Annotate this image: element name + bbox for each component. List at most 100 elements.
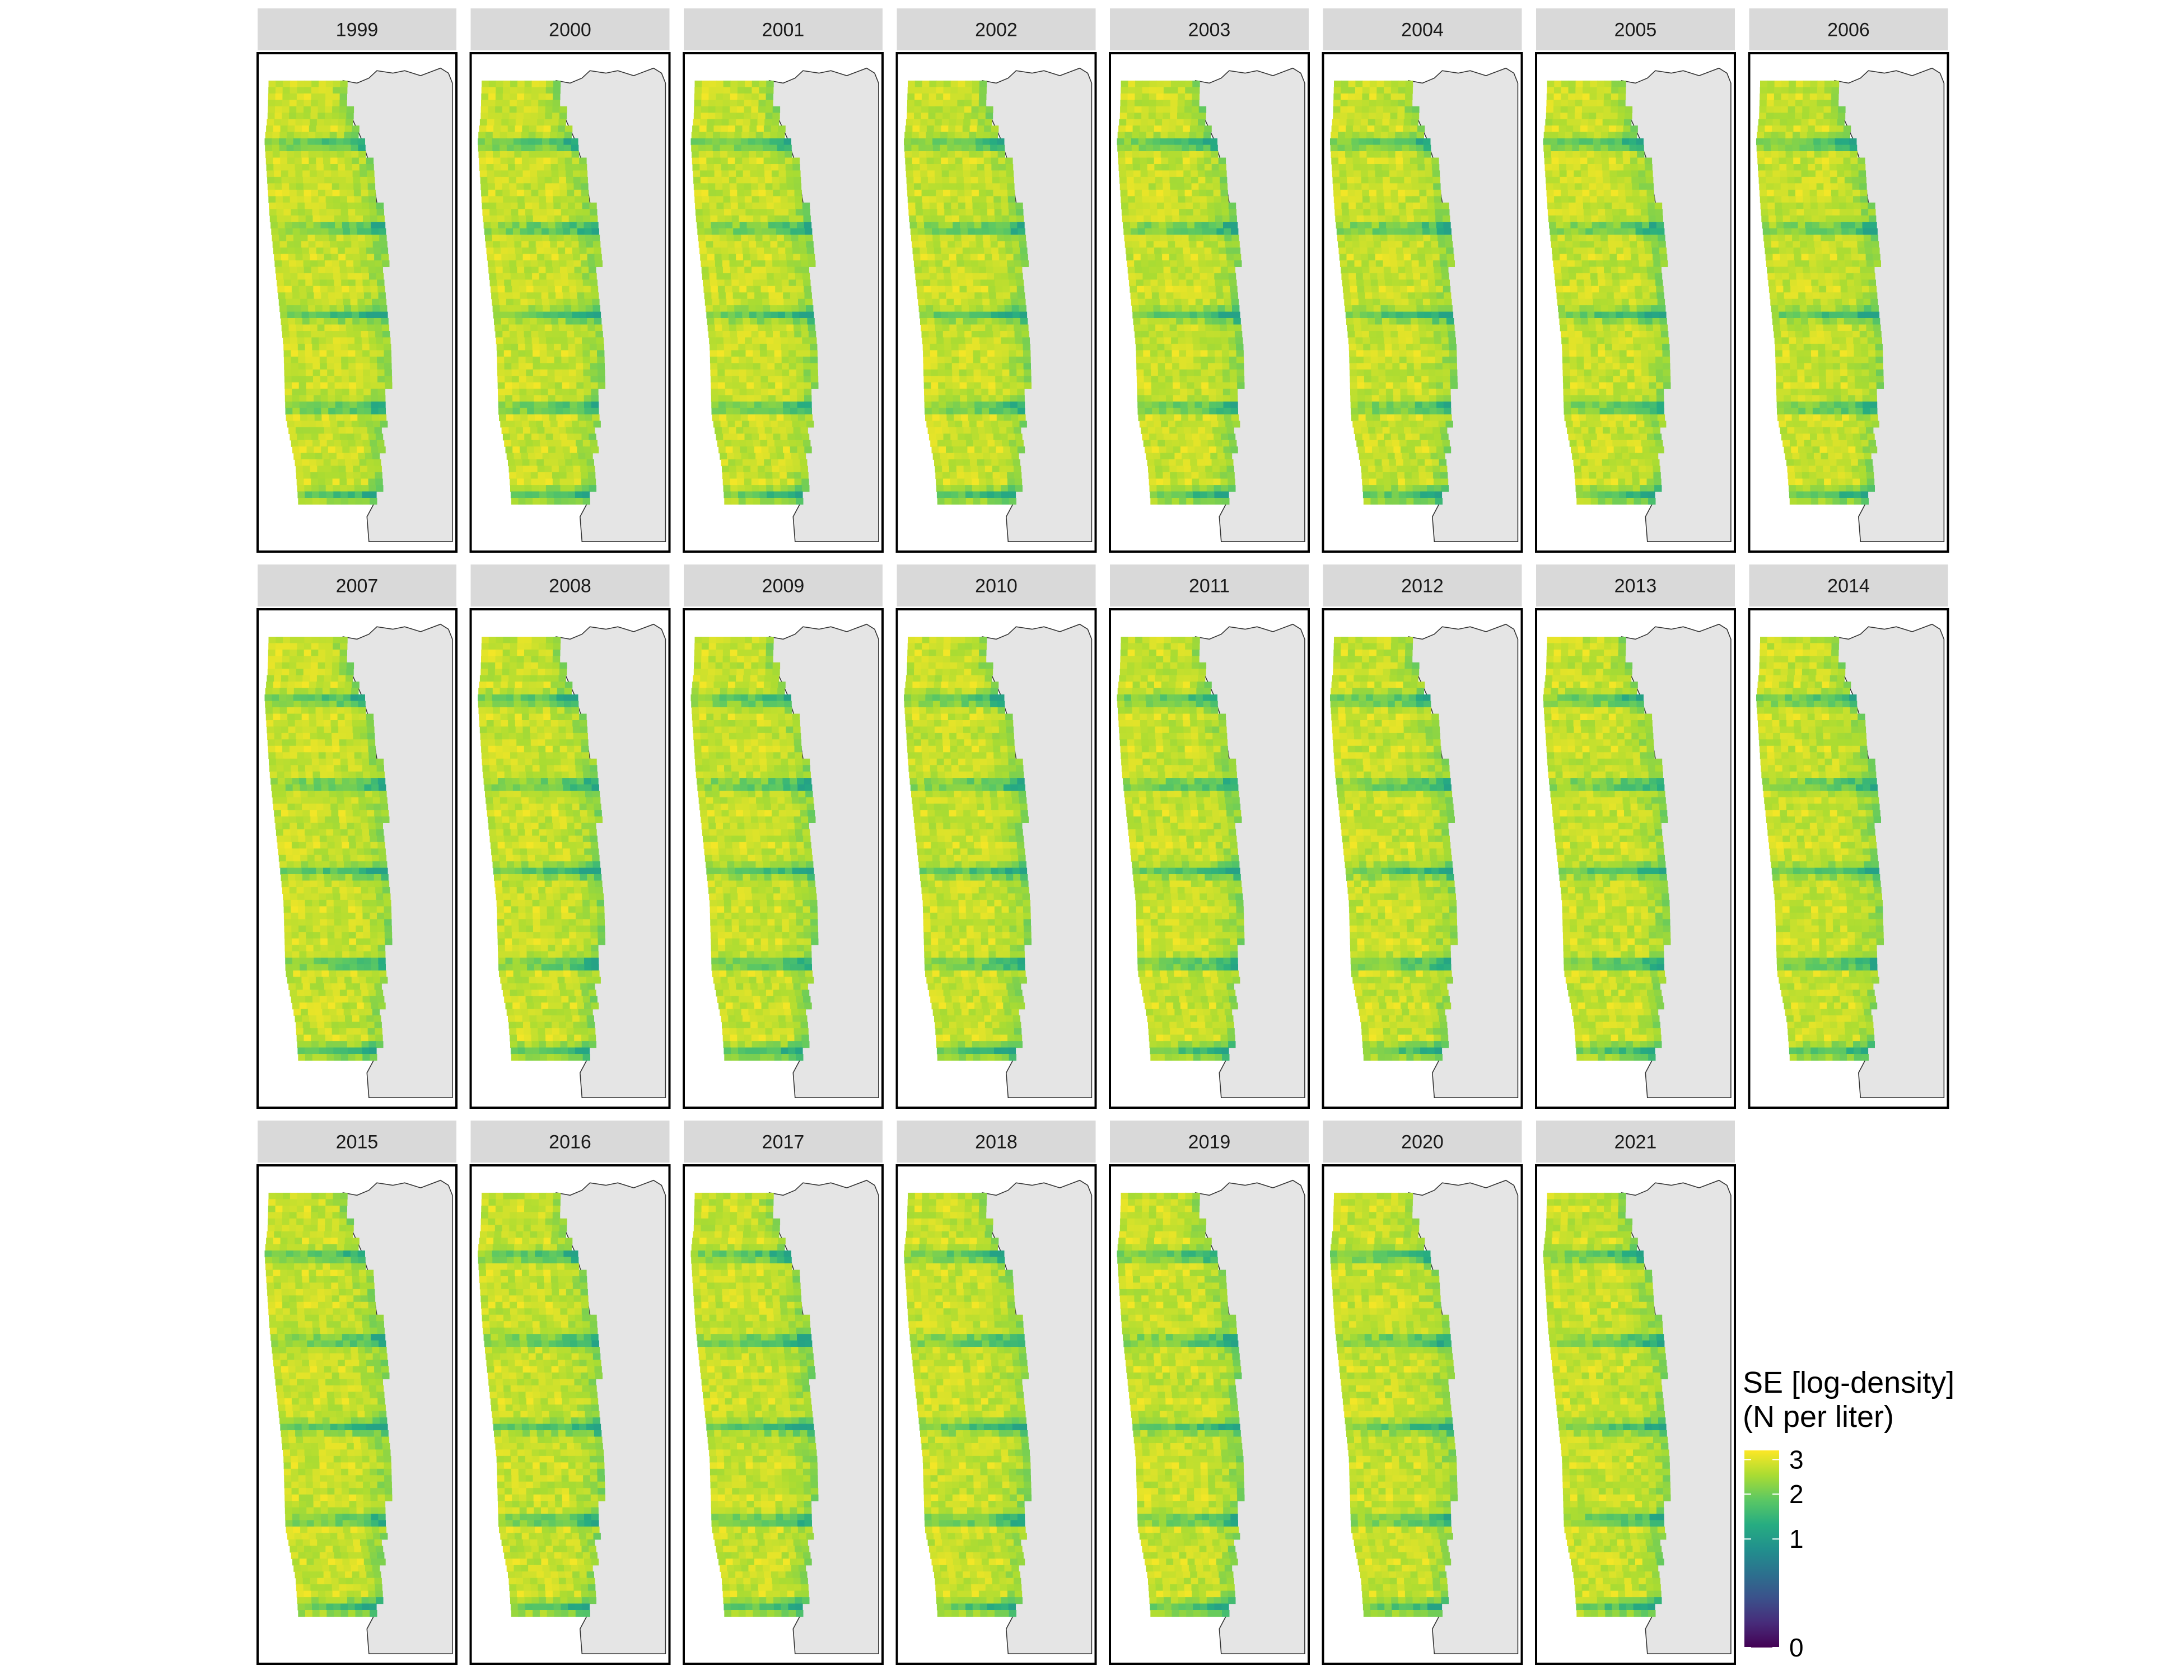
heatmap-cell bbox=[976, 452, 983, 460]
heatmap-cell bbox=[1205, 427, 1213, 434]
heatmap-cell bbox=[544, 465, 552, 473]
heatmap-cell bbox=[1124, 235, 1132, 242]
heatmap-cell bbox=[317, 324, 325, 332]
heatmap-cell bbox=[1194, 446, 1202, 454]
heatmap-cell bbox=[736, 324, 744, 332]
heatmap-cell bbox=[590, 286, 599, 293]
heatmap-cell bbox=[762, 414, 770, 422]
heatmap-cell bbox=[564, 157, 572, 165]
heatmap-cell bbox=[1230, 389, 1238, 396]
heatmap-cell bbox=[1171, 273, 1179, 280]
heatmap-cell bbox=[268, 189, 276, 197]
heatmap-cell bbox=[754, 408, 762, 415]
heatmap-cell bbox=[329, 452, 337, 460]
heatmap-cell bbox=[790, 389, 797, 396]
heatmap-cell bbox=[290, 337, 298, 344]
heatmap-cell bbox=[1134, 183, 1142, 190]
heatmap-cell bbox=[973, 350, 981, 357]
heatmap-cell bbox=[907, 189, 915, 197]
heatmap-cell bbox=[510, 337, 518, 344]
heatmap-cell bbox=[1215, 376, 1223, 383]
heatmap-cell bbox=[977, 119, 986, 126]
heatmap-cell bbox=[995, 389, 1004, 396]
heatmap-cell bbox=[785, 164, 794, 171]
heatmap-cell bbox=[707, 324, 716, 332]
heatmap-cell bbox=[575, 485, 582, 492]
heatmap-cell bbox=[951, 202, 959, 209]
heatmap-cell bbox=[507, 125, 516, 133]
heatmap-cell bbox=[1162, 427, 1170, 434]
heatmap-cell bbox=[1176, 254, 1184, 261]
heatmap-cell bbox=[307, 138, 315, 146]
heatmap-cell bbox=[561, 440, 569, 447]
heatmap-cell bbox=[694, 93, 702, 100]
facet-strip-label: 2002 bbox=[975, 20, 1018, 41]
heatmap-cell bbox=[773, 196, 781, 203]
heatmap-cell bbox=[374, 427, 382, 434]
heatmap-cell bbox=[960, 222, 968, 229]
heatmap-cell bbox=[1009, 369, 1017, 376]
heatmap-cell bbox=[503, 337, 511, 344]
heatmap-cell bbox=[930, 356, 938, 363]
heatmap-cell bbox=[782, 215, 790, 222]
heatmap-cell bbox=[792, 157, 800, 165]
heatmap-cell bbox=[314, 446, 321, 454]
heatmap-cell bbox=[975, 414, 983, 422]
heatmap-cell bbox=[284, 363, 292, 370]
heatmap-cell bbox=[1118, 164, 1126, 171]
heatmap-cell bbox=[1352, 144, 1360, 152]
heatmap-cell bbox=[1226, 254, 1234, 261]
heatmap-cell bbox=[1220, 176, 1228, 184]
heatmap-cell bbox=[995, 222, 1004, 229]
heatmap-cell bbox=[1221, 273, 1229, 280]
heatmap-cell bbox=[1141, 260, 1149, 267]
heatmap-cell bbox=[761, 292, 769, 300]
heatmap-cell bbox=[724, 363, 732, 370]
heatmap-cell bbox=[972, 87, 980, 94]
heatmap-cell bbox=[1157, 273, 1165, 280]
heatmap-cell bbox=[956, 254, 964, 261]
heatmap-cell bbox=[960, 414, 969, 422]
heatmap-cell bbox=[730, 478, 738, 486]
heatmap-cell bbox=[510, 433, 518, 441]
heatmap-cell bbox=[1019, 311, 1028, 319]
heatmap-cell bbox=[1172, 343, 1179, 351]
heatmap-cell bbox=[1176, 170, 1184, 178]
heatmap-cell bbox=[935, 324, 943, 332]
heatmap-cell bbox=[772, 427, 780, 434]
heatmap-cell bbox=[738, 202, 746, 209]
heatmap-cell bbox=[806, 241, 814, 248]
heatmap-cell bbox=[993, 337, 1001, 344]
heatmap-cell bbox=[774, 369, 782, 376]
heatmap-cell bbox=[737, 433, 745, 441]
heatmap-cell bbox=[775, 389, 783, 396]
heatmap-cell bbox=[1121, 80, 1128, 87]
heatmap-cell bbox=[912, 125, 920, 133]
heatmap-cell bbox=[797, 414, 806, 422]
heatmap-cell bbox=[306, 286, 314, 293]
heatmap-cell bbox=[1152, 414, 1160, 422]
heatmap-cell bbox=[543, 248, 552, 255]
heatmap-cell bbox=[943, 189, 951, 197]
heatmap-cell bbox=[1229, 440, 1237, 447]
heatmap-cell bbox=[1417, 125, 1425, 133]
heatmap-cell bbox=[1184, 176, 1192, 184]
heatmap-cell bbox=[1182, 305, 1189, 312]
heatmap-cell bbox=[562, 376, 570, 383]
heatmap-cell bbox=[284, 286, 292, 293]
heatmap-cell bbox=[1131, 298, 1139, 306]
heatmap-cell bbox=[739, 376, 747, 383]
heatmap-cell bbox=[1359, 144, 1367, 152]
heatmap-cell bbox=[1436, 222, 1444, 229]
heatmap-cell bbox=[585, 305, 594, 312]
heatmap-cell bbox=[1147, 125, 1155, 133]
heatmap-cell bbox=[1411, 119, 1418, 126]
heatmap-cell bbox=[328, 389, 335, 396]
heatmap-cell bbox=[377, 215, 385, 222]
heatmap-cell bbox=[983, 421, 991, 428]
heatmap-cell bbox=[1219, 164, 1226, 171]
heatmap-cell bbox=[987, 498, 995, 505]
heatmap-cell bbox=[1196, 132, 1204, 139]
heatmap-cell bbox=[514, 144, 521, 152]
heatmap-cell bbox=[492, 305, 500, 312]
